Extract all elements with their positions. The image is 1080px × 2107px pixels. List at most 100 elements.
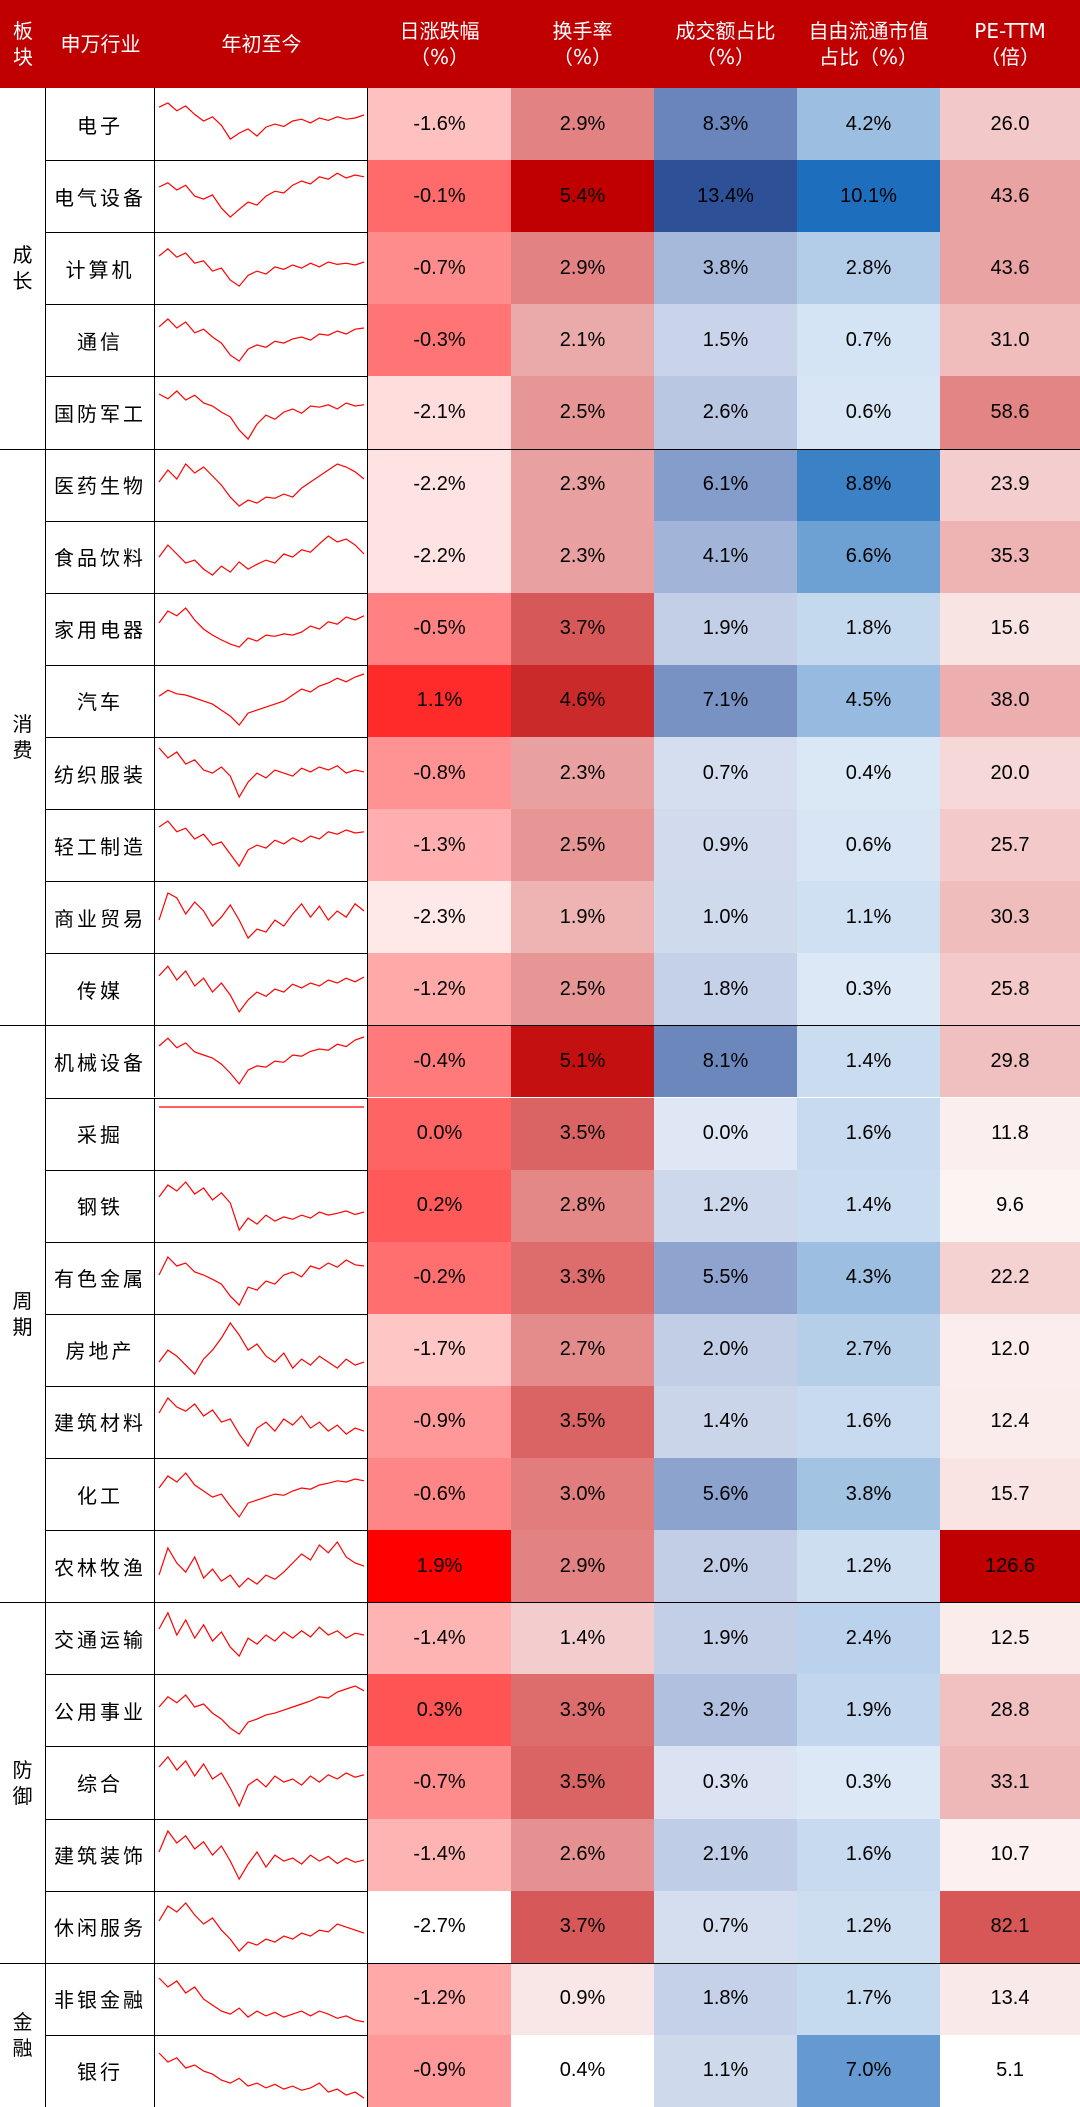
value-volume-share: 1.2% [654, 1169, 797, 1242]
value-daily: -0.3% [368, 304, 511, 377]
value-float-share: 1.6% [797, 1385, 940, 1459]
value-turnover: 2.1% [511, 304, 654, 377]
header-text: （%） [409, 45, 469, 69]
sparkline-chart [158, 606, 364, 648]
sparkline-chart [157, 1611, 364, 1658]
header-text: 申万行业 [60, 32, 141, 56]
value-float-share: 1.8% [797, 592, 940, 665]
value-turnover: 2.9% [511, 88, 654, 161]
value-volume-share: 6.1% [654, 448, 797, 521]
header-pe: PE-TTM （倍） [940, 0, 1080, 88]
row-divider [46, 160, 368, 162]
sparkline-series [158, 248, 364, 288]
value-volume-share: 7.1% [654, 664, 797, 737]
sparkline-cell [155, 1458, 368, 1531]
sparkline-chart [158, 102, 364, 140]
value-daily: -0.4% [368, 1025, 511, 1098]
sparkline-chart [158, 534, 364, 576]
sparkline-series [157, 1255, 364, 1306]
value-daily: -1.7% [368, 1313, 511, 1386]
value-volume-share: 1.1% [654, 2034, 797, 2107]
sparkline-cell [155, 1025, 368, 1098]
sparkline-chart [158, 747, 364, 799]
industry-name: 食品饮料 [46, 520, 155, 593]
industry-name: 化工 [46, 1458, 155, 1531]
value-daily: -0.7% [368, 1746, 511, 1819]
value-float-share: 4.3% [797, 1241, 940, 1314]
sparkline-cell [155, 304, 368, 377]
value-turnover: 2.7% [511, 1313, 654, 1386]
value-turnover: 2.8% [511, 1169, 654, 1242]
value-float-share: 4.5% [797, 664, 940, 737]
sparkline-cell [155, 1602, 368, 1675]
sparkline-chart [158, 1105, 364, 1108]
sparkline-series [158, 172, 364, 219]
value-daily: -2.3% [368, 881, 511, 954]
sparkline-chart [158, 1472, 364, 1518]
value-daily: 0.2% [368, 1169, 511, 1242]
value-volume-share: 0.7% [654, 736, 797, 810]
sparkline-chart [158, 1756, 364, 1808]
value-daily: 0.0% [368, 1097, 511, 1170]
sparkline-cell [155, 1169, 368, 1242]
value-pe: 22.2 [940, 1241, 1080, 1314]
header-text: 自由流通市值 [808, 19, 929, 43]
sparkline-cell [155, 232, 368, 305]
industry-name: 综合 [46, 1746, 155, 1819]
value-turnover: 5.4% [511, 160, 654, 233]
sparkline-series [158, 1321, 364, 1375]
value-pe: 26.0 [940, 88, 1080, 161]
row-divider [46, 1746, 368, 1748]
value-volume-share: 1.0% [654, 881, 797, 954]
industry-name: 非银金融 [46, 1962, 155, 2035]
row-divider [46, 232, 368, 234]
value-float-share: 1.4% [797, 1169, 940, 1242]
sparkline-cell [155, 448, 368, 521]
value-float-share: 2.7% [797, 1313, 940, 1386]
value-float-share: 7.0% [797, 2034, 940, 2107]
row-divider [46, 1458, 368, 1460]
sparkline-cell [155, 881, 368, 954]
header-text: 成交额占比 [675, 19, 776, 43]
value-turnover: 1.9% [511, 881, 654, 954]
value-volume-share: 8.3% [654, 88, 797, 161]
sparkline-series [157, 1901, 364, 1952]
sparkline-chart [158, 673, 364, 726]
value-turnover: 2.5% [511, 376, 654, 449]
row-divider [46, 1385, 368, 1387]
sparkline-chart [157, 1901, 364, 1952]
value-float-share: 1.2% [797, 1530, 940, 1603]
industry-name: 传媒 [46, 953, 155, 1026]
row-divider [46, 881, 368, 883]
sparkline-cell [155, 809, 368, 882]
value-volume-share: 5.5% [654, 1241, 797, 1314]
sparkline-series [158, 1472, 364, 1518]
value-volume-share: 1.8% [654, 1962, 797, 2035]
value-volume-share: 1.8% [654, 953, 797, 1026]
value-volume-share: 8.1% [654, 1025, 797, 1098]
value-pe: 30.3 [940, 881, 1080, 954]
value-volume-share: 3.2% [654, 1674, 797, 1747]
value-daily: -0.2% [368, 1241, 511, 1314]
value-turnover: 1.4% [511, 1602, 654, 1675]
value-daily: -0.6% [368, 1458, 511, 1531]
value-float-share: 0.7% [797, 304, 940, 377]
sparkline-series [158, 1756, 364, 1808]
value-daily: -2.1% [368, 376, 511, 449]
value-float-share: 1.1% [797, 881, 940, 954]
value-pe: 11.8 [940, 1097, 1080, 1170]
row-divider [46, 809, 368, 811]
row-divider [46, 1890, 368, 1892]
industry-name: 交通运输 [46, 1602, 155, 1675]
value-float-share: 1.2% [797, 1890, 940, 1963]
sparkline-chart [157, 1829, 364, 1880]
sparkline-cell [155, 88, 368, 161]
sparkline-cell [155, 520, 368, 593]
row-divider [46, 664, 368, 666]
industry-name: 建筑装饰 [46, 1818, 155, 1891]
sparkline-cell [155, 160, 368, 233]
row-divider [46, 1097, 368, 1099]
sparkline-series [158, 102, 364, 140]
row-divider [46, 1241, 368, 1243]
row-divider [46, 592, 368, 594]
